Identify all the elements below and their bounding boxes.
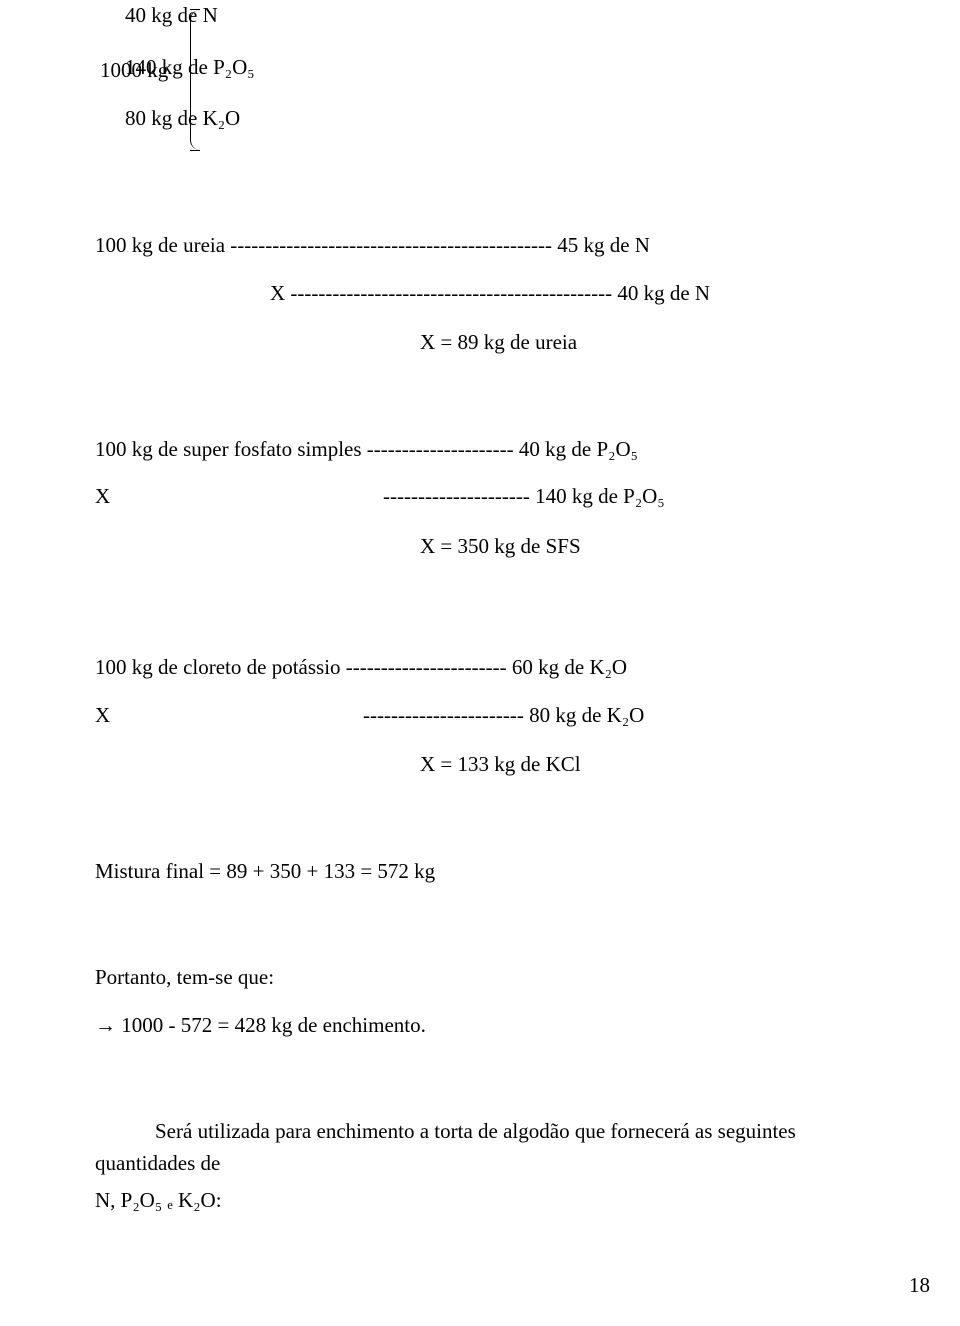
kcl-line-2-right: ----------------------- 80 kg de K₂O	[273, 700, 644, 732]
enchimento-line: → 1000 - 572 = 428 kg de enchimento.	[95, 1010, 840, 1042]
kcl-result: X = 133 kg de KCl	[95, 749, 840, 781]
bracket-item-3: 80 kg de K₂O	[125, 103, 840, 135]
page-container: 1000 kg 40 kg de N 140 kg de P₂O₅ 80 kg …	[0, 0, 960, 1326]
bracket-outside-label: 1000 kg	[100, 55, 168, 87]
bracket-block: 1000 kg 40 kg de N 140 kg de P₂O₅ 80 kg …	[95, 0, 840, 170]
bracket-item-2: 140 kg de P₂O₅	[125, 52, 840, 84]
bracket-item-1: 40 kg de N	[125, 0, 840, 32]
therefore-label: Portanto, tem-se que:	[95, 962, 840, 994]
urea-line-2: X --------------------------------------…	[95, 278, 840, 310]
sfs-line-2-right: --------------------- 140 kg de P₂O₅	[273, 481, 665, 513]
urea-line-1: 100 kg de ureia ------------------------…	[95, 230, 840, 262]
sfs-line-2-left: X	[95, 481, 273, 513]
page-number: 18	[909, 1270, 930, 1302]
final-line-2: N, P₂O₅ ₑ K₂O:	[95, 1185, 840, 1217]
sfs-line-1: 100 kg de super fosfato simples --------…	[95, 434, 840, 466]
kcl-line-2-left: X	[95, 700, 273, 732]
urea-result: X = 89 kg de ureia	[95, 327, 840, 359]
sfs-result: X = 350 kg de SFS	[95, 531, 840, 563]
final-mixture: Mistura final = 89 + 350 + 133 = 572 kg	[95, 856, 840, 888]
final-paragraph: Será utilizada para enchimento a torta d…	[95, 1116, 840, 1179]
kcl-line-1: 100 kg de cloreto de potássio ----------…	[95, 652, 840, 684]
